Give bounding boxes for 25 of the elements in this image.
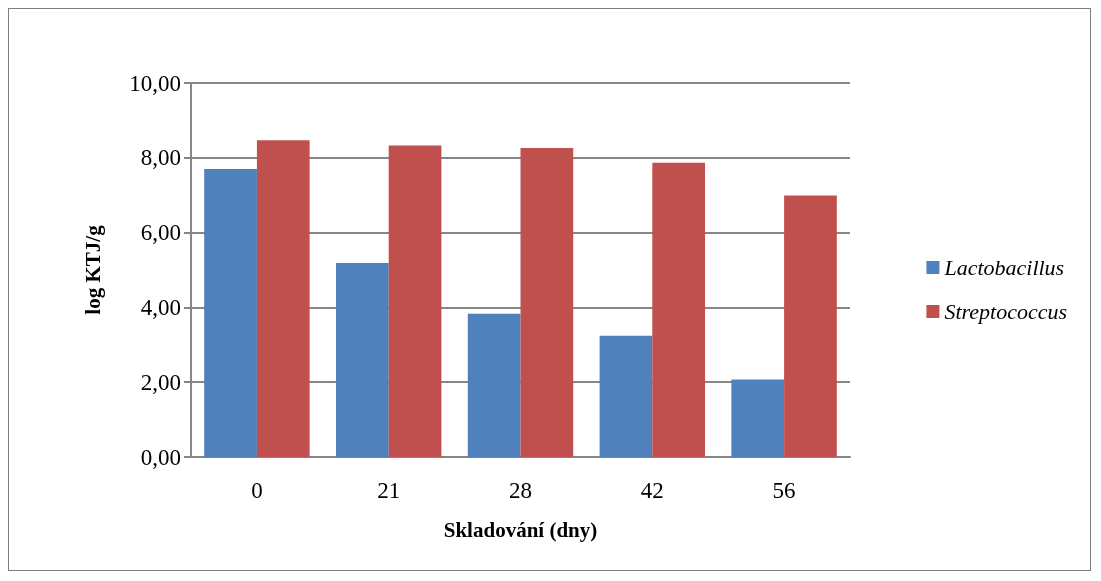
bar xyxy=(520,148,574,457)
bar xyxy=(784,195,837,457)
x-tick-label: 0 xyxy=(251,478,263,503)
y-tick-label: 4,00 xyxy=(140,294,181,320)
x-tick-label: 28 xyxy=(509,478,532,503)
legend-label: Lactobacillus xyxy=(943,255,1065,280)
x-axis-title: Skladování (dny) xyxy=(443,517,598,542)
bar xyxy=(652,162,706,457)
x-tick-label: 42 xyxy=(640,478,664,503)
bar xyxy=(731,379,785,457)
x-tick-label: 56 xyxy=(772,478,796,503)
y-tick-label: 8,00 xyxy=(140,145,181,171)
y-tick-label: 0,00 xyxy=(140,444,181,470)
bar xyxy=(388,145,442,457)
bar xyxy=(467,313,521,457)
legend-label: Streptococcus xyxy=(944,299,1067,324)
y-tick-label: 6,00 xyxy=(140,220,181,246)
x-tick-label: 21 xyxy=(377,478,401,503)
bar xyxy=(335,262,389,457)
y-tick-label: 10,00 xyxy=(129,70,181,96)
y-tick-label: 2,00 xyxy=(140,369,181,395)
bar xyxy=(204,169,257,457)
bar xyxy=(256,140,310,457)
y-axis-title: log KTJ/g xyxy=(80,224,105,315)
bar xyxy=(599,335,653,457)
